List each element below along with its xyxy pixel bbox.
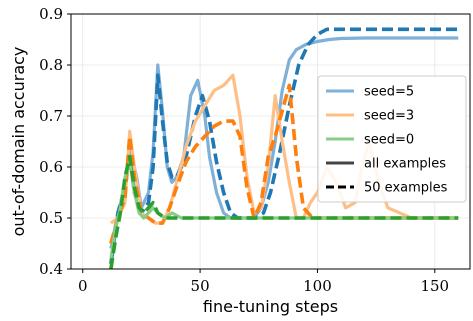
legend-label: seed=3 [364,109,414,124]
x-axis-label: fine-tuning steps [203,297,338,316]
legend-label: seed=0 [364,133,414,148]
series-line-seed-0-dashed [109,155,459,270]
legend-label: 50 examples [364,181,448,196]
x-tick-label: 50 [191,277,210,295]
y-tick-label: 0.4 [39,260,63,278]
y-tick-label: 0.6 [39,158,63,176]
y-tick-label: 0.5 [39,209,63,227]
x-tick-label: 0 [78,277,88,295]
legend: seed=5 seed=3 seed=0 all examples 50 example… [317,75,467,203]
x-tick-label: 150 [420,277,449,295]
y-axis-label: out-of-domain accuracy [9,47,28,237]
legend-box [317,75,467,203]
plot-frame [70,13,471,270]
legend-label: seed=5 [364,85,414,100]
x-tick-label: 100 [303,277,332,295]
series-line-seed-5-dashed [109,27,459,265]
axes: 0 50 100 150 0.4 0.5 0.6 0.7 0.8 0.9 [39,5,471,295]
legend-label: all examples [364,157,446,172]
y-tick-label: 0.7 [39,107,63,125]
y-tick-label: 0.8 [39,56,63,74]
y-tick-label: 0.9 [39,5,63,23]
